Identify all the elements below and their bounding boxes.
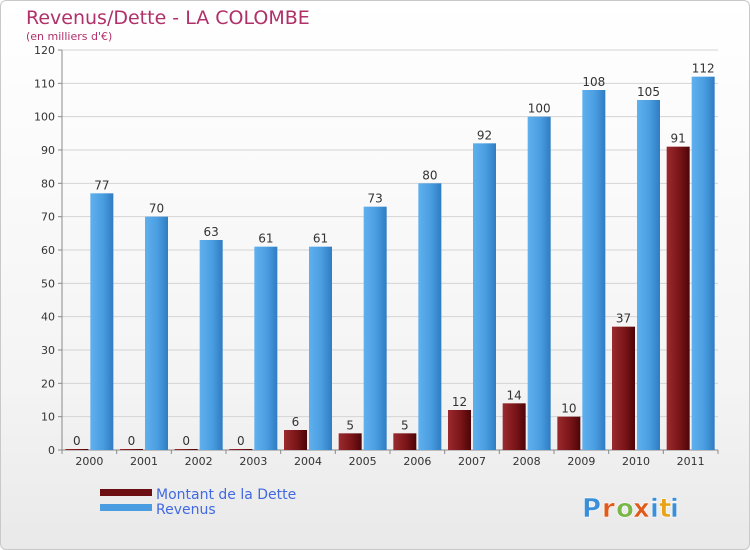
- bar-debt: [229, 449, 253, 450]
- y-tick-label: 20: [41, 377, 55, 390]
- x-tick-label: 2006: [403, 455, 431, 468]
- x-tick-label: 2011: [677, 455, 705, 468]
- y-tick-label: 90: [41, 144, 55, 157]
- logo-letter: t: [659, 494, 671, 524]
- data-label-debt: 0: [182, 434, 190, 448]
- x-tick-label: 2007: [458, 455, 486, 468]
- data-label-debt: 12: [452, 395, 467, 409]
- legend-label-revenus: Revenus: [156, 502, 216, 518]
- y-tick-label: 0: [48, 444, 55, 457]
- y-tick-label: 100: [34, 111, 55, 124]
- data-label-debt: 0: [128, 434, 136, 448]
- data-label-debt: 91: [671, 132, 686, 146]
- data-label-revenus: 108: [582, 75, 605, 89]
- y-tick-label: 40: [41, 311, 55, 324]
- y-tick-label: 120: [34, 44, 55, 57]
- legend-swatch-revenus: [100, 504, 152, 511]
- data-label-revenus: 100: [528, 102, 551, 116]
- bar-debt: [338, 433, 362, 450]
- bar-debt: [448, 410, 471, 450]
- data-label-debt: 10: [561, 402, 576, 416]
- data-label-revenus: 73: [368, 192, 383, 206]
- bar-revenus: [309, 246, 332, 450]
- x-tick-label: 2008: [513, 455, 541, 468]
- x-tick-label: 2009: [567, 455, 595, 468]
- data-label-revenus: 70: [149, 202, 164, 216]
- x-tick-label: 2003: [239, 455, 267, 468]
- bar-revenus: [90, 193, 114, 451]
- x-tick-label: 2010: [622, 455, 650, 468]
- bar-debt: [284, 430, 307, 450]
- bar-revenus: [418, 183, 442, 451]
- bar-debt: [502, 403, 526, 450]
- data-label-debt: 5: [346, 418, 354, 432]
- bar-revenus: [199, 240, 223, 450]
- bar-revenus: [637, 100, 660, 450]
- logo-letter: o: [616, 494, 634, 524]
- data-label-debt: 0: [237, 434, 245, 448]
- bar-revenus: [582, 90, 606, 450]
- y-tick-label: 50: [41, 277, 55, 290]
- legend-label-debt: Montant de la Dette: [156, 487, 296, 503]
- legend-swatch-debt: [100, 489, 152, 496]
- y-tick-label: 60: [41, 244, 55, 257]
- bar-debt: [393, 433, 417, 450]
- bar-revenus: [691, 76, 715, 451]
- data-label-debt: 6: [292, 415, 300, 429]
- y-tick-label: 80: [41, 177, 55, 190]
- data-label-revenus: 112: [692, 62, 715, 76]
- data-label-revenus: 105: [637, 85, 660, 99]
- data-label-debt: 5: [401, 418, 409, 432]
- bar-revenus: [527, 116, 551, 451]
- data-label-debt: 14: [507, 388, 522, 402]
- chart-subtitle: (en milliers d'€): [26, 30, 112, 43]
- logo-letter: P: [582, 494, 601, 524]
- y-tick-label: 30: [41, 344, 55, 357]
- bar-debt: [666, 146, 690, 450]
- data-label-revenus: 61: [313, 232, 328, 246]
- x-tick-label: 2002: [185, 455, 213, 468]
- bar-revenus: [473, 143, 496, 451]
- logo-letter: i: [650, 494, 659, 524]
- chart-title: Revenus/Dette - LA COLOMBE: [26, 7, 310, 29]
- data-label-revenus: 77: [94, 178, 109, 192]
- bar-debt: [612, 326, 635, 450]
- data-label-debt: 0: [73, 434, 81, 448]
- logo-letter: i: [670, 494, 679, 524]
- logo-letter: r: [602, 494, 615, 524]
- bar-debt: [65, 449, 89, 450]
- x-tick-label: 2001: [130, 455, 158, 468]
- x-tick-label: 2000: [75, 455, 103, 468]
- logo-letter: x: [633, 494, 650, 524]
- bar-debt: [174, 449, 198, 450]
- data-label-revenus: 63: [204, 225, 219, 239]
- data-label-revenus: 61: [258, 232, 273, 246]
- data-label-revenus: 92: [477, 128, 492, 142]
- bar-debt: [557, 416, 581, 450]
- y-tick-label: 70: [41, 211, 55, 224]
- x-tick-label: 2005: [349, 455, 377, 468]
- data-label-revenus: 80: [422, 168, 437, 182]
- data-label-debt: 37: [616, 312, 631, 326]
- bar-debt: [120, 449, 143, 450]
- x-tick-label: 2004: [294, 455, 322, 468]
- y-tick-label: 110: [34, 77, 55, 90]
- bar-revenus: [145, 216, 168, 450]
- bar-revenus: [363, 206, 387, 450]
- bar-revenus: [254, 246, 278, 450]
- y-tick-label: 10: [41, 411, 55, 424]
